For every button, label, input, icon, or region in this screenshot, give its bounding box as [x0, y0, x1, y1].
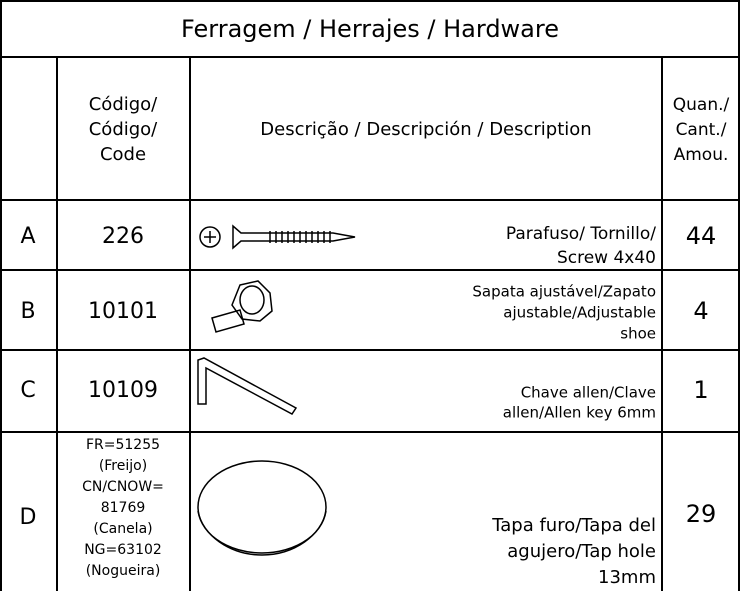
item-code: 81769	[101, 500, 146, 516]
item-description: Tapa furo/Tapa del	[491, 515, 656, 536]
item-code: FR=51255	[86, 437, 160, 453]
item-code: 226	[102, 224, 144, 249]
header-code: Código/	[89, 119, 158, 140]
item-code: 10101	[88, 299, 158, 324]
item-description: allen/Allen key 6mm	[503, 404, 656, 422]
item-code: (Nogueira)	[86, 563, 161, 579]
item-description: Chave allen/Clave	[521, 384, 656, 402]
item-code: NG=63102	[84, 542, 162, 558]
item-quantity: 29	[686, 500, 717, 528]
row-letter: B	[20, 299, 35, 324]
table-title: Ferragem / Herrajes / Hardware	[181, 15, 559, 43]
header-quantity: Quan./	[673, 95, 730, 115]
item-description: Sapata ajustável/Zapato	[472, 283, 656, 301]
shoe-icon	[211, 280, 273, 333]
item-description: ajustable/Adjustable	[503, 304, 656, 322]
header-code: Código/	[89, 94, 158, 115]
item-code: CN/CNOW=	[82, 479, 164, 495]
row-letter: D	[20, 505, 37, 530]
allen-key-icon	[197, 357, 298, 415]
item-code: (Canela)	[93, 521, 152, 537]
item-description: agujero/Tap hole	[507, 541, 656, 562]
item-quantity: 44	[686, 222, 717, 250]
row-letter: A	[20, 224, 35, 249]
header-description: Descrição / Descripción / Description	[260, 119, 591, 140]
item-quantity: 4	[693, 297, 708, 325]
item-quantity: 1	[693, 376, 708, 404]
row-letter: C	[20, 378, 35, 403]
item-code: 10109	[88, 378, 158, 403]
screw-icon	[199, 224, 356, 250]
item-code: (Freijo)	[99, 458, 147, 474]
item-description: Parafuso/ Tornillo/	[506, 224, 656, 244]
header-code: Code	[100, 144, 146, 165]
item-description: Screw 4x40	[557, 248, 656, 268]
header-quantity: Amou.	[674, 145, 729, 165]
tap-cover-icon	[197, 460, 327, 556]
header-quantity: Cant./	[676, 120, 727, 140]
item-description: 13mm	[598, 567, 656, 588]
item-description: shoe	[620, 325, 656, 343]
